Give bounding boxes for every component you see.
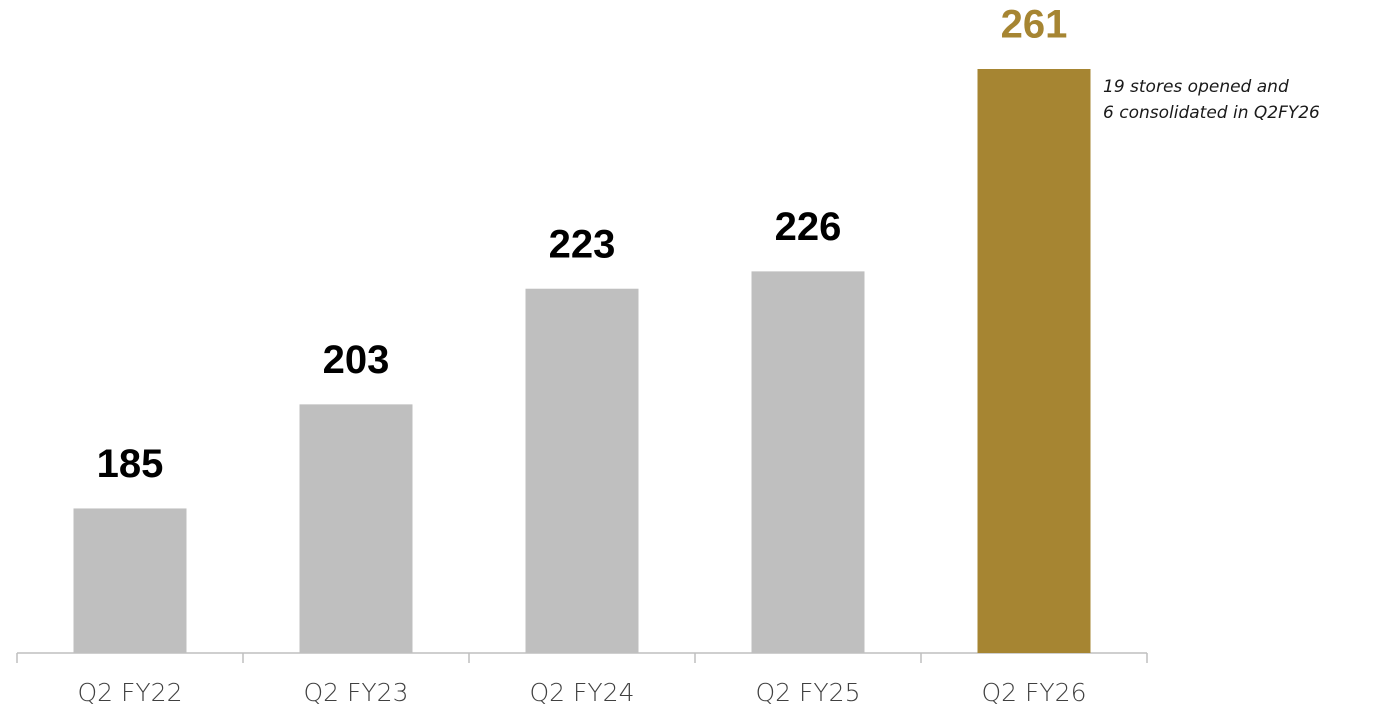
x-tick-label: Q2 FY22 (78, 678, 183, 707)
bar (73, 508, 187, 653)
x-tick-label: Q2 FY25 (756, 678, 861, 707)
value-label: 203 (323, 338, 390, 382)
x-tick-label: Q2 FY23 (304, 678, 409, 707)
value-label: 226 (775, 205, 842, 249)
bar (751, 271, 865, 653)
value-label: 185 (97, 442, 164, 486)
bar (299, 404, 413, 653)
bar (525, 288, 639, 653)
annotation: 19 stores opened and (1103, 77, 1289, 97)
x-tick-label: Q2 FY26 (982, 678, 1087, 707)
value-label: 261 (1001, 3, 1068, 47)
annotation: 6 consolidated in Q2FY26 (1103, 103, 1320, 123)
x-tick-label: Q2 FY24 (530, 678, 635, 707)
bar (977, 69, 1091, 653)
value-label: 223 (549, 222, 616, 266)
